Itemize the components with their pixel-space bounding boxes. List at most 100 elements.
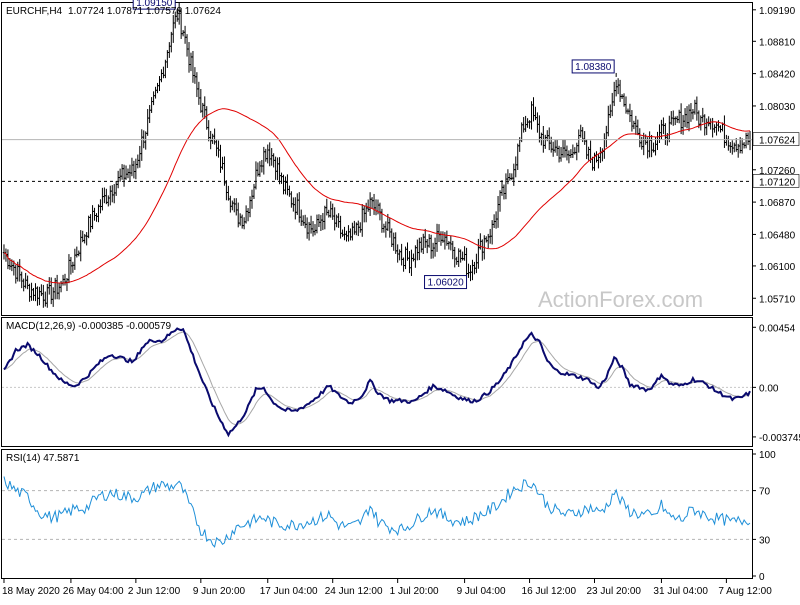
ohlc-bar (733, 142, 736, 153)
ohlc-bar (555, 139, 559, 156)
ohlc-bar (565, 145, 569, 161)
ohlc-bar (567, 150, 571, 164)
ohlc-bar (246, 208, 250, 222)
ohlc-bar (729, 142, 732, 153)
ohlc-bar (268, 142, 271, 167)
ohlc-bar (496, 196, 500, 228)
ohlc-bar (258, 161, 262, 177)
ohlc-bar (514, 156, 517, 178)
macd-layer (2, 327, 752, 438)
ohlc-bar (122, 164, 126, 187)
time-axis-label: 31 Jul 04:00 (653, 586, 708, 597)
ohlc-bar (725, 134, 728, 146)
ohlc-bar (400, 243, 403, 266)
ohlc-bar (685, 106, 689, 129)
ohlc-bar (392, 232, 395, 251)
ohlc-bar (577, 129, 580, 153)
ohlc-bar (296, 193, 299, 215)
ohlc-bar (118, 168, 122, 182)
price-axis-badge-label: 1.07120 (759, 177, 796, 188)
ohlc-bar (158, 76, 161, 91)
ohlc-bar (408, 251, 411, 274)
ohlc-bar (164, 59, 167, 79)
ohlc-bar (280, 172, 283, 184)
ohlc-bar (32, 287, 35, 301)
ohlc-bar (424, 228, 427, 248)
ohlc-bar (713, 124, 716, 133)
ohlc-bar (132, 160, 136, 179)
ohlc-bar (475, 253, 478, 274)
ohlc-bar (701, 107, 704, 123)
ohlc-bar (294, 197, 297, 220)
annotation-box (424, 275, 468, 290)
ohlc-bar (51, 287, 55, 307)
ohlc-bar (459, 249, 462, 263)
price-axis-label: 1.09190 (759, 6, 796, 17)
ohlc-bar (211, 133, 214, 144)
time-axis-label: 18 May 2020 (2, 586, 60, 597)
ohlc-bar (561, 139, 565, 158)
ohlc-bar (646, 137, 649, 159)
ohlc-bar (351, 222, 354, 241)
ohlc-bar (329, 201, 332, 218)
ohlc-bar (498, 190, 502, 212)
ohlc-bar (20, 271, 23, 289)
ohlc-bar (187, 42, 191, 73)
ohlc-bar (111, 185, 114, 203)
ohlc-bar (199, 88, 203, 113)
ohlc-bar (557, 145, 561, 163)
ohlc-bar (284, 176, 287, 195)
ohlc-bar (674, 116, 677, 126)
ohlc-bar (437, 224, 441, 243)
ohlc-bar (618, 79, 622, 102)
ohlc-bar (231, 200, 234, 211)
ohlc-bar (433, 237, 437, 257)
ohlc-bar (185, 34, 189, 57)
ohlc-bar (502, 184, 506, 200)
ohlc-bar (197, 81, 201, 105)
ohlc-bar (36, 286, 39, 306)
ohlc-bar (134, 158, 138, 180)
ohlc-bar (632, 120, 636, 130)
ohlc-bar (34, 283, 37, 302)
ohlc-bar (126, 168, 130, 179)
ohlc-bar (172, 15, 175, 43)
ohlc-bar (301, 215, 305, 226)
ohlc-bar (583, 131, 586, 145)
ohlc-bar (278, 157, 281, 185)
ohlc-bar (636, 119, 640, 136)
price-axis-label: 1.08030 (759, 102, 796, 113)
ohlc-bar (250, 189, 254, 209)
ohlc-bar (75, 246, 79, 258)
ohlc-bar (274, 156, 277, 180)
time-axis-label: 9 Jul 04:00 (457, 586, 506, 597)
ohlc-bar (388, 218, 391, 238)
macd-line (3, 327, 751, 438)
macd-signal-line (3, 331, 751, 426)
ohlc-bar (18, 259, 21, 282)
ohlc-bar (585, 139, 588, 160)
ohlc-bar (244, 205, 248, 224)
ohlc-bar (40, 284, 43, 297)
ohlc-bar (530, 101, 533, 130)
ohlc-bar (723, 115, 726, 148)
price-axis-label: 1.07260 (759, 166, 796, 177)
price-axis-label: 1.08420 (759, 70, 796, 81)
ohlc-bar (691, 109, 695, 120)
ohlc-bar (597, 154, 600, 169)
ohlc-bar (420, 237, 423, 253)
ohlc-bar (303, 214, 307, 229)
ohlc-bar (87, 215, 90, 239)
ohlc-bar (55, 274, 59, 300)
ohlc-bar (469, 265, 472, 282)
ohlc-bar (363, 205, 366, 223)
ohlc-bar (705, 118, 708, 136)
ohlc-bar (219, 144, 222, 173)
annotation-label: 1.06020 (428, 278, 465, 289)
ohlc-bar (672, 110, 675, 126)
ohlc-bar (510, 173, 514, 181)
ohlc-bar (612, 81, 616, 107)
ohlc-bar (154, 86, 157, 99)
ohlc-bar (14, 264, 17, 284)
ohlc-bar (203, 96, 206, 119)
